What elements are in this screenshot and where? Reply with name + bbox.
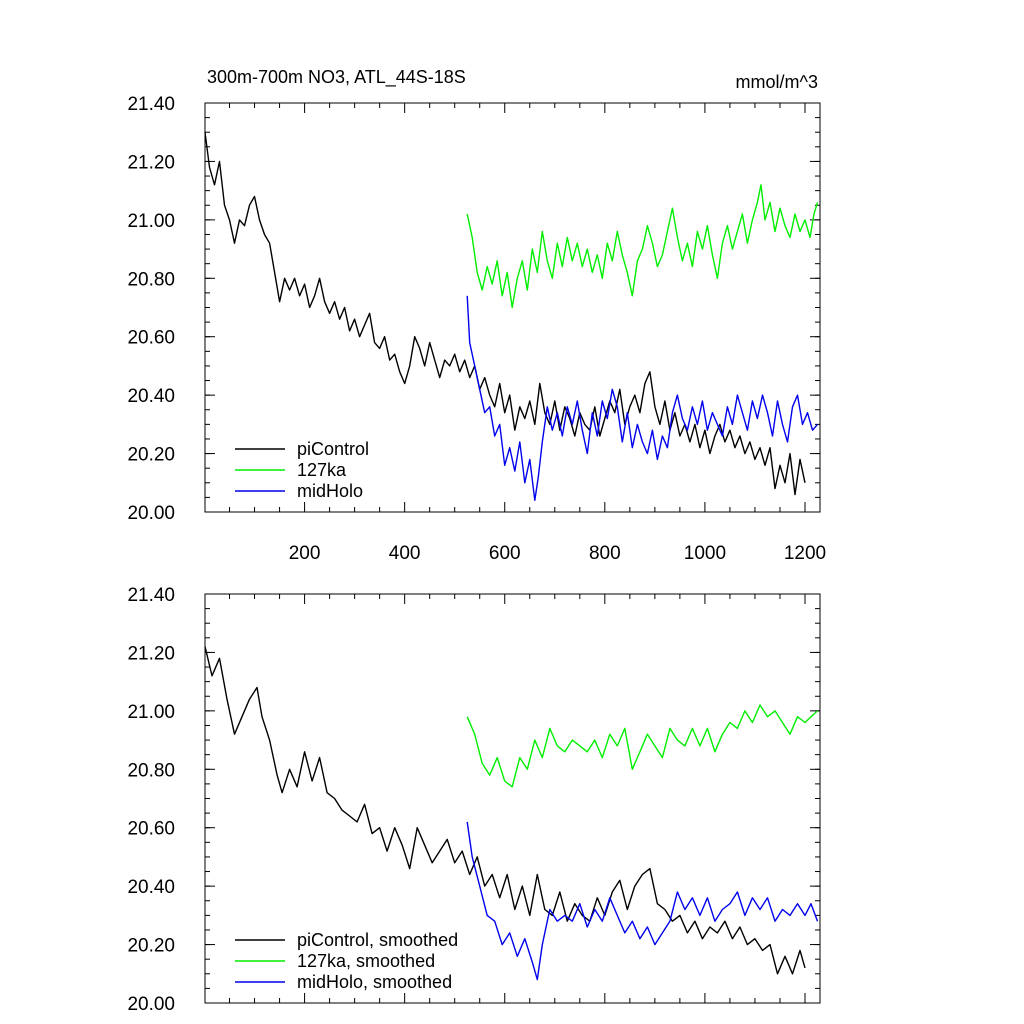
- series-line-midholo: [466, 821, 819, 981]
- legend-label: 127ka: [297, 460, 347, 480]
- series-line-127ka: [466, 184, 819, 309]
- chart-title: 300m-700m NO3, ATL_44S-18S: [207, 67, 466, 88]
- y-tick-label: 21.40: [127, 585, 175, 606]
- x-tick-label: 200: [289, 543, 321, 564]
- series-line-picontrol: [204, 132, 806, 496]
- x-tick-label: 400: [389, 543, 421, 564]
- legend-label: 127ka, smoothed: [297, 951, 435, 971]
- y-tick-label: 20.00: [127, 994, 175, 1015]
- series-line-midholo: [466, 295, 819, 501]
- y-tick-label: 21.20: [127, 152, 175, 173]
- y-tick-label: 20.80: [127, 760, 175, 781]
- y-tick-label: 20.20: [127, 445, 175, 466]
- y-tick-label: 20.60: [127, 328, 175, 349]
- units-label: mmol/m^3: [736, 72, 818, 92]
- chart-panel-2: [204, 593, 821, 1004]
- y-tick-label: 20.60: [127, 819, 175, 840]
- series-line-picontrol: [204, 646, 806, 975]
- x-tick-label: 800: [589, 543, 621, 564]
- y-tick-label: 20.40: [127, 386, 175, 407]
- x-tick-label: 1000: [684, 543, 726, 564]
- y-tick-label: 21.00: [127, 702, 175, 723]
- chart-panel-1: [204, 102, 821, 513]
- x-tick-label: 600: [489, 543, 521, 564]
- x-tick-label: 1200: [784, 543, 826, 564]
- y-tick-label: 20.40: [127, 877, 175, 898]
- y-tick-label: 21.20: [127, 643, 175, 664]
- series-line-127ka: [466, 704, 818, 788]
- legend-label: midHolo: [297, 481, 363, 501]
- y-tick-label: 20.00: [127, 503, 175, 524]
- y-tick-label: 21.40: [127, 94, 175, 115]
- y-tick-label: 20.20: [127, 936, 175, 957]
- legend-label: piControl, smoothed: [297, 930, 458, 950]
- legend-label: piControl: [297, 439, 369, 459]
- y-tick-label: 20.80: [127, 269, 175, 290]
- legend-label: midHolo, smoothed: [297, 972, 452, 992]
- y-tick-label: 21.00: [127, 211, 175, 232]
